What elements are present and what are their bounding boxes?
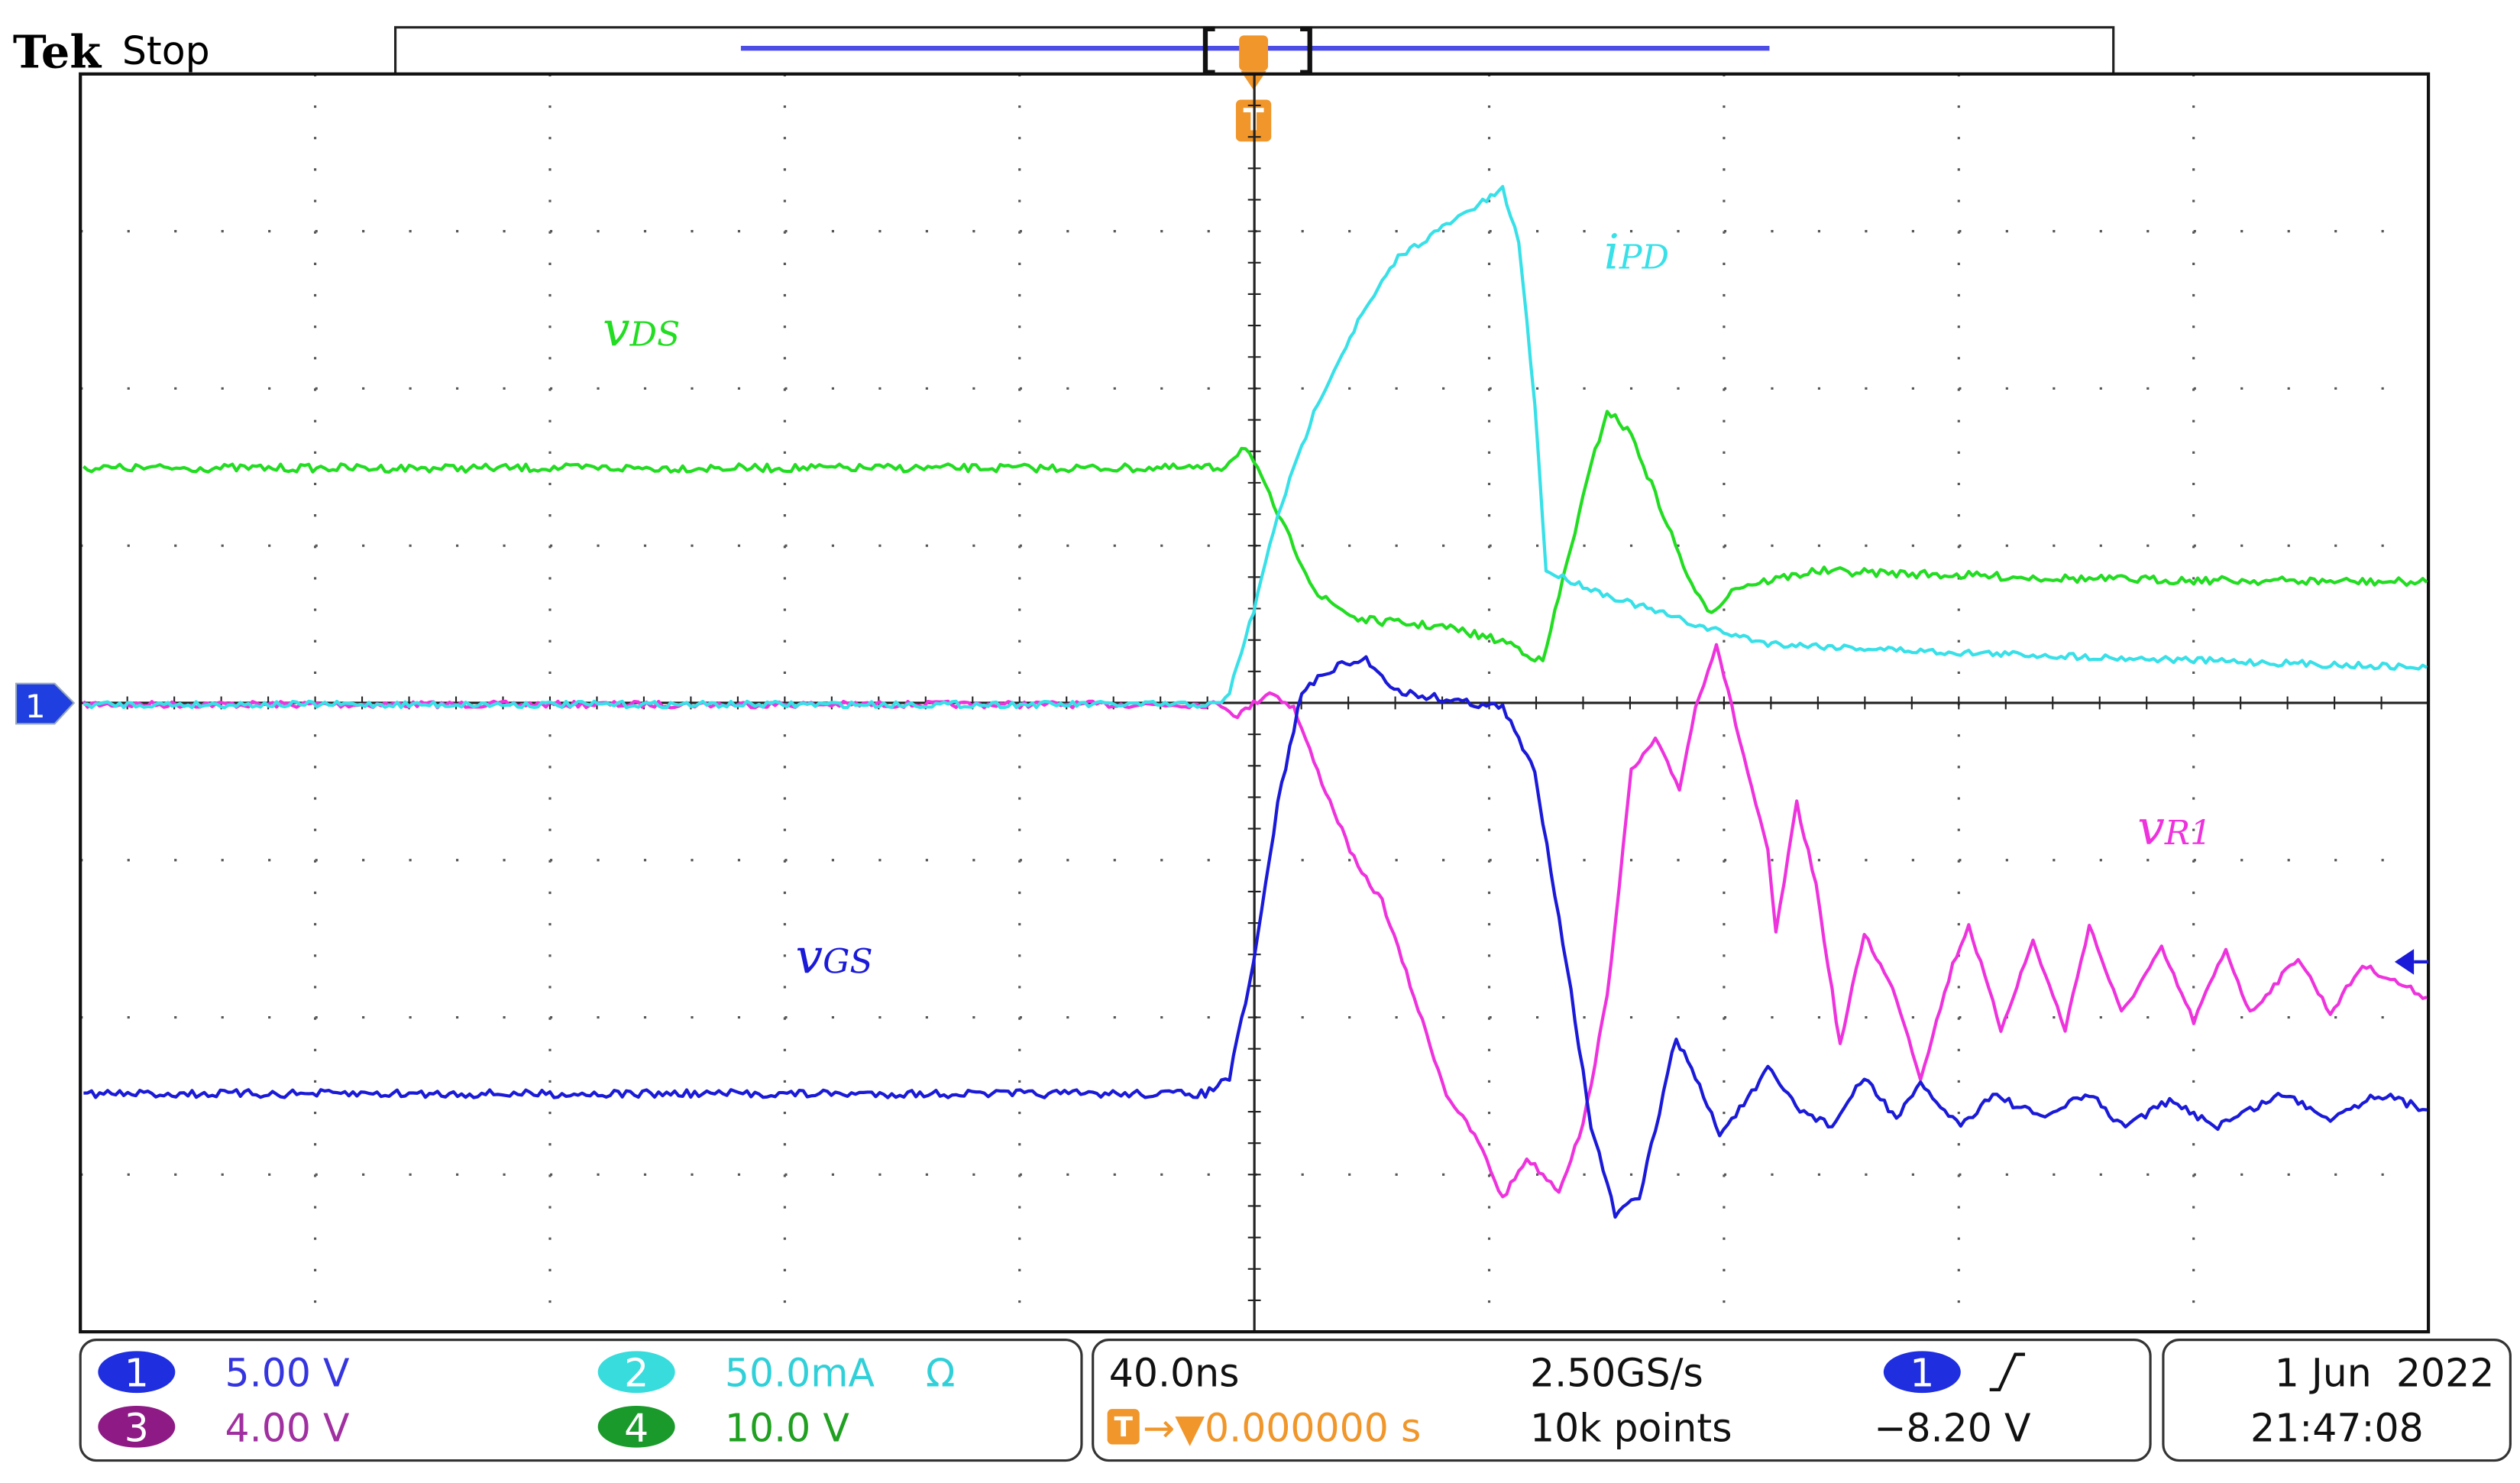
graticule-frame	[79, 72, 2431, 1334]
ch4-number: 4	[624, 1405, 649, 1450]
trigger-source: 1	[1910, 1351, 1934, 1396]
ch1-number: 1	[125, 1351, 149, 1396]
time-scale: 40.0ns	[1109, 1351, 1240, 1396]
trigger-slope	[1989, 1352, 2025, 1392]
sample-rate: 2.50GS/s	[1530, 1351, 1703, 1396]
ch1-scale: 5.00 V	[225, 1351, 350, 1396]
channel-marker-label: 1	[25, 688, 46, 725]
trigger-badge	[1239, 35, 1269, 71]
trace-ipd	[83, 185, 2428, 710]
ch2-coupling: Ω	[926, 1351, 956, 1396]
ch2-scale: 50.0mA	[725, 1351, 875, 1396]
ch4-badge	[597, 1405, 675, 1448]
datetime-panel	[2162, 1339, 2512, 1462]
channel-marker: 1	[15, 682, 76, 725]
ch3-number: 3	[125, 1405, 149, 1450]
label-symbol: v	[2137, 799, 2165, 856]
ch2-number: 2	[624, 1351, 649, 1396]
record-length: 10k points	[1530, 1405, 1732, 1450]
trigger-pos-marker: T	[1114, 1412, 1133, 1443]
ch3-badge	[98, 1405, 176, 1448]
label-subscript: R1	[2164, 814, 2211, 853]
channel-panel	[79, 1339, 1083, 1462]
trigger-level: −8.20 V	[1874, 1405, 2031, 1450]
label-symbol: v	[603, 301, 630, 358]
brand: Tek	[13, 25, 102, 78]
date: 1 Jun 2022	[2275, 1351, 2495, 1396]
traces	[82, 185, 2428, 1219]
trigger-source-badge	[1883, 1351, 1961, 1394]
trace-vds	[82, 410, 2428, 663]
ch1-badge	[98, 1351, 176, 1394]
label-subscript: PD	[1619, 238, 1669, 277]
trigger-pos-badge	[1107, 1409, 1140, 1445]
label-subscript: GS	[823, 943, 873, 982]
waveform-label: vGS	[795, 928, 872, 985]
trigger-position: →▼0.000000 s	[1143, 1405, 1421, 1450]
ch2-badge	[597, 1351, 675, 1394]
ch4-scale: 10.0 V	[725, 1405, 849, 1450]
level-arrow	[2394, 949, 2415, 975]
time: 21:47:08	[2250, 1405, 2424, 1450]
status: Stop	[122, 28, 210, 73]
label-symbol: v	[795, 928, 823, 985]
trace-vgs	[83, 655, 2428, 1219]
channel-marker-shape	[15, 682, 76, 725]
waveform-label: vR1	[2137, 799, 2211, 856]
label-symbol: i	[1604, 224, 1619, 280]
ch3-scale: 4.00 V	[225, 1405, 350, 1450]
waveform-label: vDS	[603, 301, 680, 358]
label-subscript: DS	[629, 316, 681, 355]
waveform-label: iPD	[1604, 224, 1669, 280]
